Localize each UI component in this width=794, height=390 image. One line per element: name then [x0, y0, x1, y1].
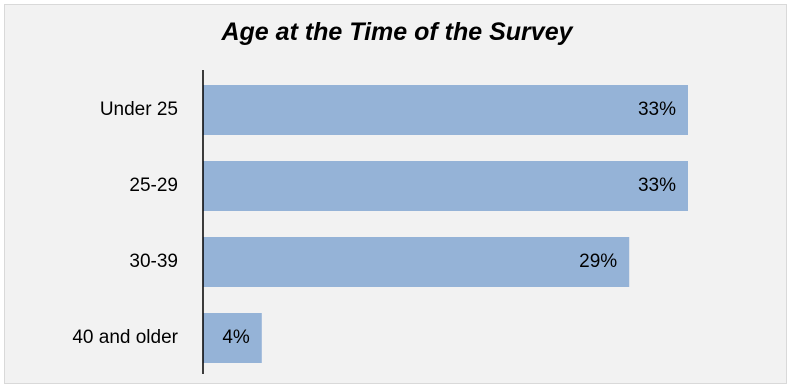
chart-title: Age at the Time of the Survey [221, 18, 573, 46]
category-label-2: 30-39 [129, 251, 178, 272]
value-label-1: 33% [638, 175, 676, 196]
bar-1 [203, 161, 688, 211]
category-label-1: 25-29 [129, 175, 178, 196]
category-label-0: Under 25 [100, 99, 178, 120]
value-label-3: 4% [222, 327, 250, 348]
bar-2 [203, 237, 630, 287]
value-label-0: 33% [638, 99, 676, 120]
bar-3 [203, 313, 262, 363]
value-label-2: 29% [579, 251, 617, 272]
category-label-3: 40 and older [72, 327, 178, 348]
bars-layer [203, 85, 688, 363]
labels-layer: Under 25 33% 25-29 33% 30-39 29% 40 and older 4… [72, 99, 676, 348]
bar-0 [203, 85, 688, 135]
